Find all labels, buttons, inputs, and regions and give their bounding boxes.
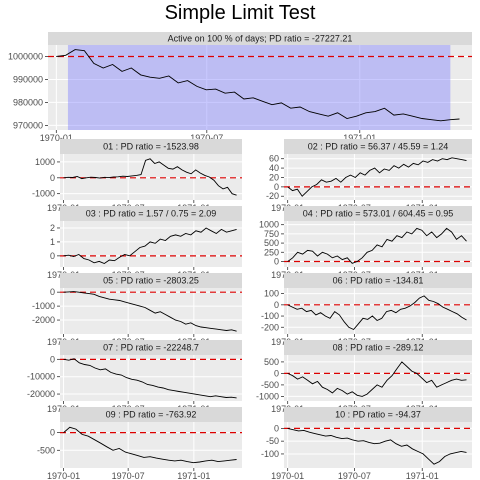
y-tick-label-02-3: 40 — [269, 163, 279, 173]
y-tick-label-09-0: -500 — [37, 445, 55, 455]
series-line-02 — [287, 157, 467, 197]
strip-label-04: 04 : PD ratio = 573.01 / 604.45 = 0.95 — [303, 209, 454, 219]
x-tick-label-10-0: 1970-01 — [271, 471, 304, 480]
y-tick-label-03-0: 0 — [50, 251, 55, 261]
panel-bg-06 — [284, 288, 472, 334]
strip-label-10: 10 : PD ratio = -94.37 — [335, 410, 421, 420]
y-tick-label-02-1: 0 — [274, 182, 279, 192]
strip-bg-04 — [284, 206, 472, 221]
strip-label-06: 06 : PD ratio = -134.81 — [333, 276, 424, 286]
y-tick-label-01-1: 0 — [50, 173, 55, 183]
y-tick-label-05-2: 0 — [50, 287, 55, 297]
series-line-03 — [63, 227, 237, 265]
strip-bg-07 — [60, 340, 242, 355]
x-tick-label-00-0: 1970-01 — [40, 133, 73, 143]
panel-bg-01 — [60, 154, 242, 200]
strip-label-09: 09 : PD ratio = -763.92 — [106, 410, 197, 420]
y-tick-label-02-4: 60 — [269, 154, 279, 164]
series-line-00 — [56, 49, 460, 122]
series-line-06 — [287, 295, 467, 331]
y-tick-label-04-2: 500 — [264, 238, 279, 248]
panel-bg-08 — [284, 355, 472, 401]
x-tick-label-09-2: 1971-01 — [177, 471, 210, 480]
y-tick-label-01-0: -1000 — [32, 189, 55, 199]
chart-title: Simple Limit Test — [164, 2, 316, 24]
y-tick-label-00-2: 990000 — [13, 74, 43, 84]
y-tick-label-02-0: -20 — [266, 191, 279, 201]
y-tick-label-05-0: -2000 — [32, 315, 55, 325]
panel-bg-07 — [60, 355, 242, 401]
y-tick-label-10-0: -100 — [261, 449, 279, 459]
strip-bg-03 — [60, 206, 242, 221]
strip-label-01: 01 : PD ratio = -1523.98 — [103, 142, 199, 152]
y-tick-label-01-2: 1000 — [35, 157, 55, 167]
y-tick-label-07-1: -10000 — [27, 372, 55, 382]
y-tick-label-10-1: -50 — [266, 436, 279, 446]
strip-bg-09 — [60, 407, 242, 422]
series-line-10 — [287, 427, 467, 465]
y-tick-label-08-3: 500 — [264, 357, 279, 367]
strip-label-08: 08 : PD ratio = -289.12 — [333, 343, 424, 353]
y-tick-label-08-2: 0 — [274, 368, 279, 378]
strip-label-00: Active on 100 % of days; PD ratio = -272… — [168, 34, 353, 44]
strip-bg-06 — [284, 273, 472, 288]
y-tick-label-03-2: 2 — [50, 223, 55, 233]
x-tick-label-10-1: 1970-07 — [338, 471, 371, 480]
y-tick-label-07-2: 0 — [50, 354, 55, 364]
strip-bg-01 — [60, 139, 242, 154]
strip-label-03: 03 : PD ratio = 1.57 / 0.75 = 2.09 — [86, 209, 217, 219]
y-tick-label-05-1: -1000 — [32, 301, 55, 311]
panel-bg-04 — [284, 221, 472, 267]
y-tick-label-06-1: -100 — [261, 311, 279, 321]
series-line-01 — [63, 158, 237, 196]
panel-bg-03 — [60, 221, 242, 267]
y-tick-label-04-3: 750 — [264, 229, 279, 239]
x-tick-label-10-2: 1971-01 — [406, 471, 439, 480]
y-tick-label-07-0: -20000 — [27, 389, 55, 399]
series-line-07 — [63, 358, 237, 399]
strip-bg-02 — [284, 139, 472, 154]
x-tick-label-00-2: 1971-01 — [343, 133, 376, 143]
y-tick-label-09-1: 0 — [50, 428, 55, 438]
y-tick-label-02-2: 20 — [269, 172, 279, 182]
y-tick-label-04-0: 0 — [274, 256, 279, 266]
active-shade — [67, 45, 451, 130]
series-line-08 — [287, 361, 467, 397]
series-line-05 — [63, 291, 237, 332]
y-tick-label-03-1: 1 — [50, 237, 55, 247]
y-tick-label-04-1: 250 — [264, 247, 279, 257]
strip-bg-08 — [284, 340, 472, 355]
y-tick-label-00-3: 1000000 — [8, 51, 43, 61]
y-tick-label-10-2: 0 — [274, 423, 279, 433]
panel-bg-00 — [48, 45, 472, 130]
y-tick-label-00-1: 980000 — [13, 97, 43, 107]
y-tick-label-06-3: 100 — [264, 289, 279, 299]
x-tick-label-09-1: 1970-07 — [112, 471, 145, 480]
strip-bg-10 — [284, 407, 472, 422]
y-tick-label-08-1: -500 — [261, 380, 279, 390]
strip-bg-05 — [60, 273, 242, 288]
strip-label-02: 02 : PD ratio = 56.37 / 45.59 = 1.24 — [308, 142, 449, 152]
y-tick-label-04-4: 1000 — [259, 220, 279, 230]
y-tick-label-00-0: 970000 — [13, 120, 43, 130]
series-line-09 — [63, 426, 237, 464]
y-tick-label-08-0: -1000 — [256, 391, 279, 401]
strip-label-07: 07 : PD ratio = -22248.7 — [103, 343, 199, 353]
series-line-04 — [287, 227, 467, 264]
strip-label-05: 05 : PD ratio = -2803.25 — [103, 276, 199, 286]
x-tick-label-09-0: 1970-01 — [47, 471, 80, 480]
y-tick-label-06-2: 0 — [274, 300, 279, 310]
y-tick-label-06-0: -200 — [261, 322, 279, 332]
strip-bg-00 — [48, 32, 472, 45]
x-tick-label-00-1: 1970-07 — [190, 133, 223, 143]
